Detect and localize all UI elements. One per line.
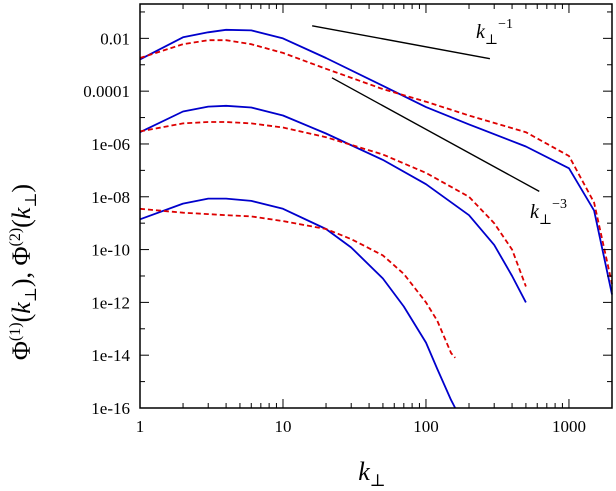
annotation-k-minus-3: k⊥−3 [530, 197, 567, 228]
y-tick-label: 1e-14 [91, 346, 130, 365]
x-tick-label: 100 [413, 417, 439, 436]
y-tick-label: 0.0001 [83, 82, 130, 101]
x-tick-label: 1000 [552, 417, 586, 436]
y-tick-label: 1e-08 [91, 188, 130, 207]
series-line-middle-solid [139, 104, 527, 303]
reference-line-slope-1 [312, 25, 491, 60]
x-tick-label: 1 [136, 417, 145, 436]
y-tick-label: 0.01 [100, 29, 130, 48]
y-axis-ticks: 1e-16 1e-14 1e-12 1e-10 1e-08 1e-06 0.0001 0.01 [83, 11, 612, 418]
series-line-middle-dashed [139, 121, 527, 287]
series-lines [139, 28, 613, 409]
reference-line-slope-3 [331, 77, 540, 192]
x-axis-title: k⊥ [358, 457, 386, 490]
y-tick-label: 1e-10 [91, 241, 130, 260]
reference-lines [312, 25, 540, 192]
series-line-upper-dashed [139, 39, 613, 285]
y-axis-title: Φ(1)(k⊥), Φ(2)(k⊥) [7, 184, 40, 360]
x-axis-ticks: 1 10 100 1000 [136, 4, 613, 436]
y-tick-label: 1e-12 [91, 293, 130, 312]
plot-frame [139, 3, 613, 409]
series-line-lower-solid [139, 197, 456, 409]
y-tick-label: 1e-06 [91, 135, 130, 154]
y-tick-label: 1e-16 [91, 399, 130, 418]
series-line-lower-dashed [139, 207, 456, 359]
series-line-upper-solid [139, 28, 613, 295]
x-tick-label: 10 [274, 417, 291, 436]
annotation-k-minus-1: k⊥−1 [476, 17, 513, 48]
